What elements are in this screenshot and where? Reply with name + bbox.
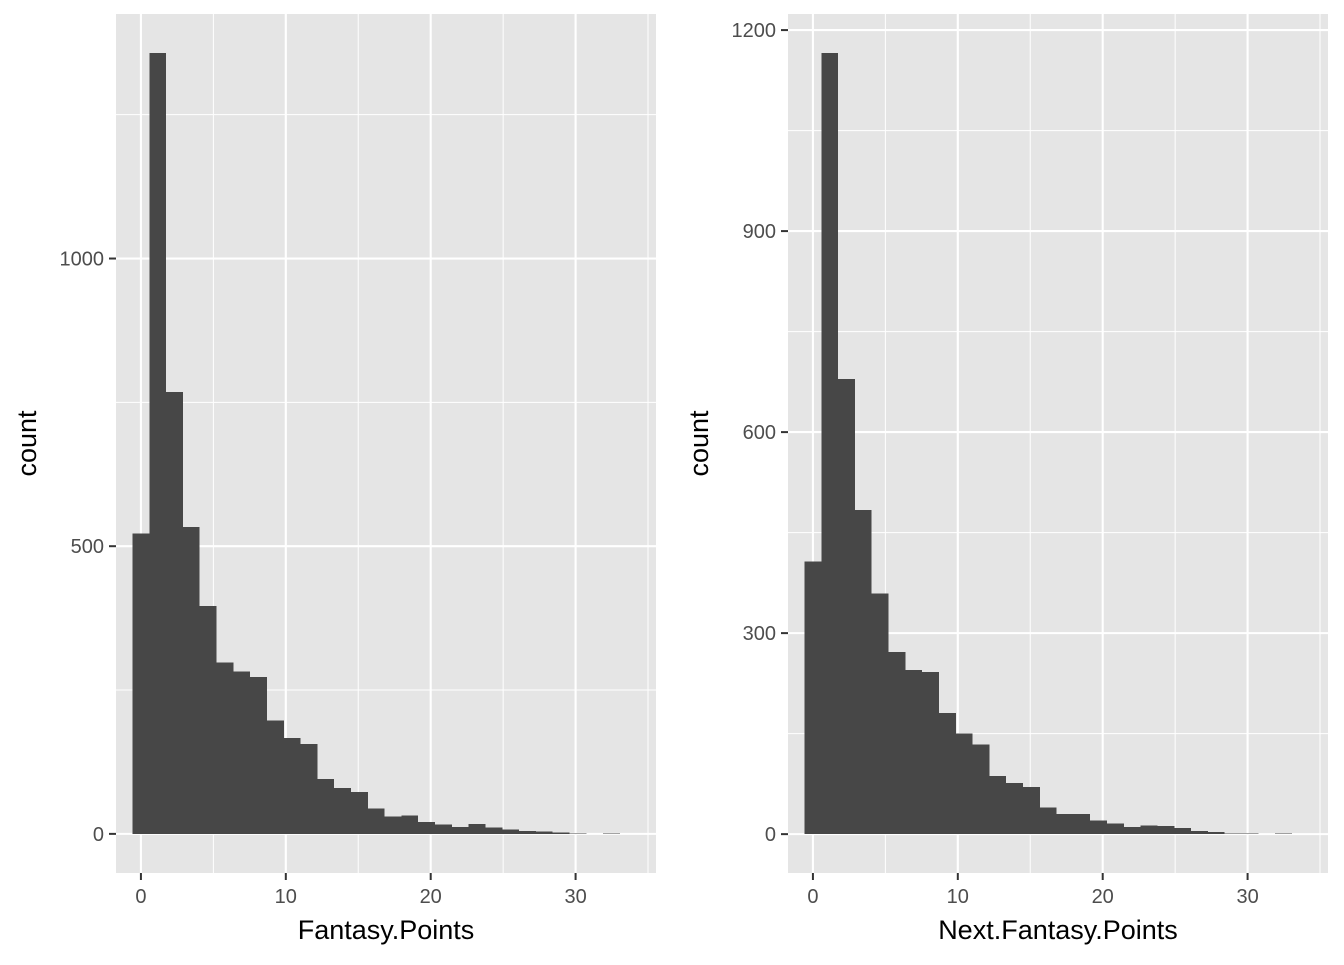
histogram-bar: [1224, 833, 1242, 835]
histogram-bar: [569, 833, 587, 834]
minor-gridlines: [116, 14, 656, 873]
y-axis: 0 300 600 900 1200: [732, 20, 788, 846]
histogram-bar: [1073, 814, 1091, 835]
y-tick-label: 0: [765, 824, 776, 846]
histogram-bar: [1006, 783, 1024, 835]
histogram-bar: [216, 662, 234, 834]
histogram-bar: [485, 827, 503, 834]
x-axis-title: Next.Fantasy.Points: [938, 915, 1178, 945]
histogram-bar: [1039, 807, 1057, 835]
histogram-bar: [1107, 823, 1124, 835]
histogram-bar: [149, 53, 167, 834]
y-axis: 0 500 1000: [60, 249, 116, 846]
x-tick-label: 0: [135, 886, 146, 908]
histogram-bar: [535, 831, 553, 834]
histogram-bar: [854, 509, 872, 835]
x-tick-label: 10: [947, 886, 969, 908]
histogram-bar: [552, 832, 570, 834]
histogram-bar: [989, 775, 1007, 835]
histogram-bar: [250, 676, 267, 834]
histogram-bar: [166, 392, 183, 834]
histogram-bar: [1207, 832, 1225, 835]
histogram-bar: [938, 712, 956, 835]
histogram-bar: [922, 671, 939, 835]
x-tick-label: 10: [275, 886, 297, 908]
histogram-bars: [804, 52, 1292, 835]
histogram-bar: [418, 821, 436, 834]
histogram-bar: [519, 830, 536, 834]
x-axis: 0 10 20 30: [807, 873, 1259, 908]
histogram-bar: [132, 533, 150, 834]
histogram-panel-fantasy-points: 0 10 20 30 0 500 1000 Fantasy.Points count: [12, 14, 656, 945]
histogram-bar: [1191, 830, 1208, 835]
histogram-bar: [871, 593, 889, 835]
histogram-bar: [334, 787, 352, 834]
histogram-bar: [838, 379, 855, 835]
y-axis-title: count: [684, 410, 714, 477]
histogram-bar: [821, 52, 839, 835]
y-tick-label: 300: [743, 623, 776, 645]
histogram-bar: [1174, 828, 1192, 835]
histogram-bar: [300, 744, 318, 834]
x-tick-label: 30: [1236, 886, 1258, 908]
histogram-bar: [502, 829, 520, 834]
x-tick-label: 30: [564, 886, 586, 908]
y-tick-label: 500: [71, 536, 104, 558]
y-tick-label: 1000: [60, 249, 105, 271]
x-tick-label: 20: [1092, 886, 1114, 908]
y-tick-label: 600: [743, 422, 776, 444]
histogram-bars: [132, 53, 620, 834]
histogram-bar: [451, 826, 469, 834]
histogram-bar: [603, 833, 620, 834]
histogram-bar: [955, 733, 973, 835]
histogram-bar: [351, 791, 368, 834]
x-axis-title: Fantasy.Points: [298, 915, 475, 945]
histogram-bar: [1241, 833, 1259, 835]
histogram-bar: [182, 527, 200, 834]
histogram-bar: [1023, 787, 1040, 835]
histogram-bar: [468, 824, 486, 834]
histogram-bar: [1157, 826, 1175, 835]
histogram-bar: [1056, 814, 1074, 835]
histogram-bar: [367, 808, 385, 834]
x-tick-label: 0: [807, 886, 818, 908]
histogram-bar: [1090, 820, 1108, 835]
histogram-bar: [905, 669, 923, 835]
histogram-bar: [384, 816, 402, 834]
histogram-bar: [266, 720, 284, 834]
histogram-bar: [199, 606, 217, 834]
histogram-panel-next-fantasy-points: 0 10 20 3003006009001200Next.Fantasy.Points…: [684, 14, 1328, 945]
histogram-bar: [1140, 825, 1158, 835]
histogram-bar: [888, 651, 906, 835]
histogram-bar: [972, 744, 990, 835]
histogram-bar: [317, 779, 335, 834]
histogram-bar: [1123, 826, 1141, 835]
histogram-bar: [435, 824, 452, 834]
histogram-bar: [1275, 833, 1292, 835]
histogram-bar: [804, 561, 822, 835]
y-tick-label: 1200: [732, 20, 777, 42]
histogram-bar: [233, 671, 251, 834]
y-tick-label: 0: [93, 824, 104, 846]
histogram-bar: [401, 815, 419, 834]
y-axis-title: count: [12, 410, 42, 477]
x-axis: 0 10 20 30: [135, 873, 587, 908]
y-tick-label: 900: [743, 221, 776, 243]
x-tick-label: 20: [420, 886, 442, 908]
histogram-bar: [283, 737, 301, 834]
